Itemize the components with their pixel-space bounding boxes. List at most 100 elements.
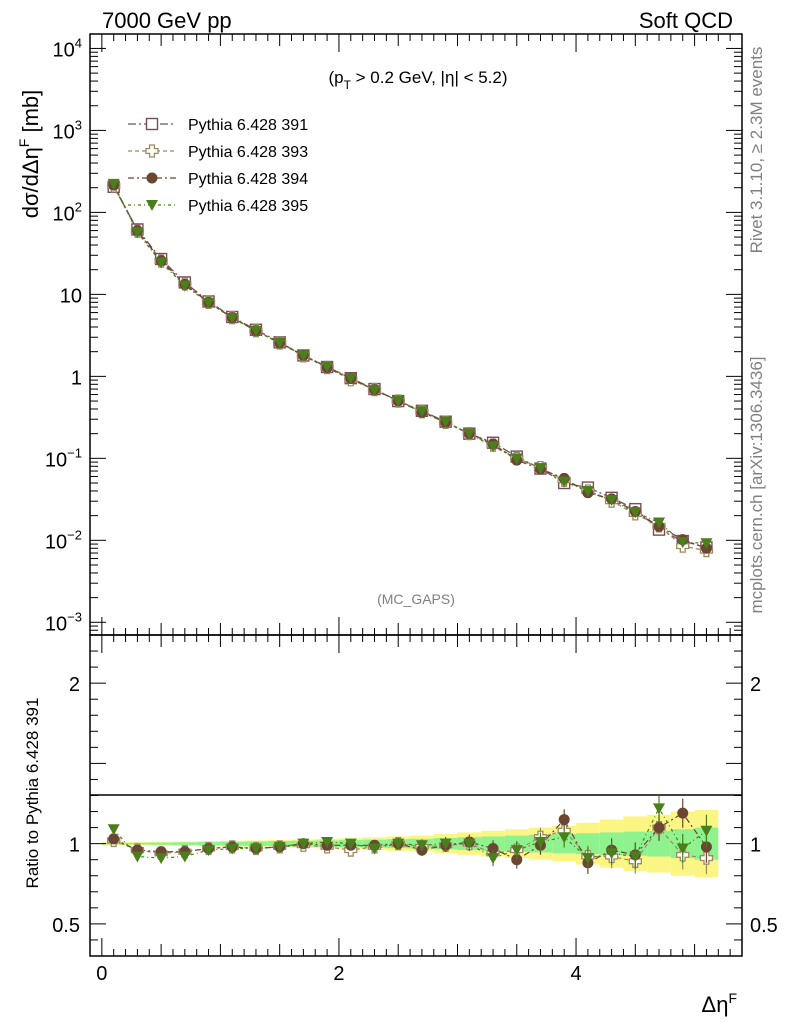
data-point: [629, 507, 642, 519]
ratio-point: [463, 838, 476, 850]
data-point: [273, 337, 286, 349]
legend-marker: [145, 144, 159, 158]
ratio-point: [676, 843, 689, 855]
ratio-point: [487, 842, 499, 854]
ratio-point: [534, 837, 547, 849]
data-point: [249, 325, 262, 337]
data-point: [534, 463, 547, 475]
data-point: [344, 373, 357, 385]
ratio-point: [605, 848, 618, 860]
x-tick-label: 4: [570, 963, 581, 985]
ratio-point: [487, 853, 500, 865]
data-point: [676, 537, 689, 549]
legend: Pythia 6.428 391 Pythia 6.428 393 Pythia 6…: [128, 117, 308, 215]
rivet-version-label: Rivet 3.1.10, ≥ 2.3M events: [747, 47, 766, 254]
data-point: [131, 227, 144, 239]
x-tick-label: 2: [333, 963, 344, 985]
header-right: Soft QCD: [639, 8, 733, 33]
ratio-point: [108, 833, 120, 845]
ratio-point: [439, 838, 452, 850]
ratio-point: [558, 814, 570, 826]
y-tick-label: 10: [60, 285, 82, 307]
legend-label: Pythia 6.428 391: [188, 117, 308, 134]
ratio-point: [249, 843, 262, 855]
data-point: [605, 495, 618, 507]
ratio-point: [653, 822, 665, 834]
main-x-ticks: [101, 34, 731, 635]
ratio-point: [226, 843, 239, 855]
ratio-point: [510, 845, 523, 857]
data-point: [415, 406, 428, 418]
ratio-point: [653, 803, 666, 815]
stat-band: [149, 842, 173, 845]
data-point: [226, 313, 239, 325]
main-y-axis-label: dσ/dΔηF [mb]: [16, 90, 43, 219]
data-point: [510, 453, 523, 465]
ratio-y-axis: 0.5 0.5 1 1 2 2: [52, 634, 778, 957]
main-y-axis: 10−3 10−2 10−1 1 10 102 103 104: [45, 35, 742, 636]
analysis-watermark: (MC_GAPS): [377, 591, 455, 607]
ratio-point: [700, 825, 713, 837]
ratio-point: [321, 837, 334, 849]
stat-band: [576, 833, 600, 855]
x-axis-label: ΔηF: [702, 990, 738, 1017]
data-point: [392, 396, 405, 408]
legend-label: Pythia 6.428 393: [188, 144, 308, 161]
ratio-point: [178, 851, 191, 863]
ratio-point: [273, 841, 286, 853]
y-tick-label: 104: [53, 35, 82, 61]
data-point: [368, 385, 381, 397]
y-tick-label-right: 1: [750, 835, 761, 857]
ratio-x-axis: 0 2 4: [96, 635, 731, 985]
stat-band: [172, 842, 197, 845]
legend-marker: [145, 117, 159, 131]
y-tick-label: 1: [69, 835, 80, 857]
ratio-point: [581, 853, 594, 865]
y-tick-label: 102: [53, 199, 82, 225]
data-point: [558, 476, 571, 488]
ratio-point: [202, 845, 215, 857]
ratio-point: [629, 851, 642, 863]
ratio-point: [131, 851, 144, 863]
y-tick-label-right: 0.5: [750, 915, 778, 937]
ratio-y-axis-label: Ratio to Pythia 6.428 391: [23, 698, 42, 889]
ratio-uncertainty-bands: [101, 809, 719, 878]
ratio-series-markers: [107, 795, 714, 875]
data-point: [321, 361, 334, 373]
ratio-point: [107, 824, 120, 836]
y-tick-label: 10−1: [45, 445, 82, 471]
ratio-point: [677, 807, 689, 819]
ratio-point: [155, 853, 168, 865]
main-panel: 10−3 10−2 10−1 1 10 102 103 104 (pT > 0.2 GeV, …: [16, 33, 743, 636]
legend-marker: [146, 200, 158, 211]
ratio-point: [511, 854, 523, 866]
data-point: [439, 416, 452, 428]
data-point: [487, 441, 500, 453]
y-tick-label-right: 2: [750, 674, 761, 696]
ratio-point: [415, 840, 428, 852]
y-tick-label: 103: [53, 117, 82, 143]
data-point: [581, 485, 594, 497]
stat-band: [647, 830, 671, 857]
y-tick-label: 2: [69, 674, 80, 696]
y-tick-label: 0.5: [52, 915, 80, 937]
mcplots-label: mcplots.cern.ch [arXiv:1306.3436]: [747, 356, 766, 613]
cut-annotation: (pT > 0.2 GeV, |η| < 5.2): [328, 68, 507, 92]
ratio-point: [368, 843, 381, 855]
data-point: [202, 297, 215, 309]
data-point: [107, 178, 120, 190]
data-point: [178, 280, 191, 292]
data-point: [155, 257, 168, 269]
data-point: [463, 428, 476, 440]
ratio-point: [297, 838, 310, 850]
ratio-point: [392, 838, 405, 850]
y-tick-label: 10−2: [45, 527, 82, 553]
legend-label: Pythia 6.428 395: [188, 198, 308, 215]
legend-label: Pythia 6.428 394: [188, 171, 308, 188]
ratio-panel: 0.5 0.5 1 1 2 2 0 2 4 Ratio to Pythia 6.428 391…: [23, 634, 778, 1017]
y-tick-label: 1: [71, 367, 82, 389]
series-line: [113, 183, 707, 544]
legend-marker: [146, 172, 158, 184]
header-left: 7000 GeV pp: [102, 8, 232, 33]
